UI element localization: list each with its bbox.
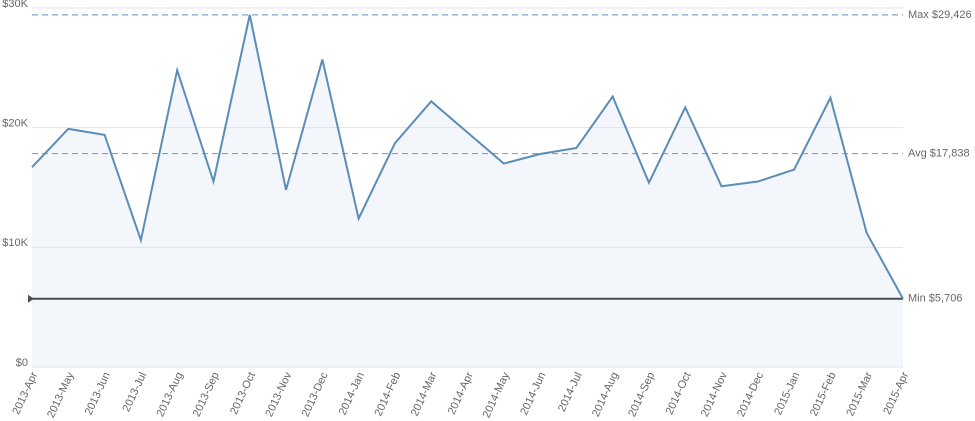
x-tick-label: 2014-Oct <box>664 370 694 416</box>
x-tick-label: 2013-Apr <box>10 370 40 416</box>
x-tick-label: 2013-Oct <box>228 370 258 416</box>
x-tick-label: 2014-Aug <box>590 370 621 418</box>
y-tick-label: $10K <box>2 237 28 249</box>
x-tick-label: 2013-Jul <box>121 370 150 413</box>
x-tick-label: 2013-Jun <box>83 370 113 417</box>
x-tick-label: 2015-Mar <box>844 370 875 418</box>
x-tick-label: 2015-Feb <box>808 370 839 418</box>
x-tick-label: 2015-Apr <box>881 370 911 416</box>
reference-label: Max $29,426 <box>908 9 972 21</box>
x-tick-label: 2013-Sep <box>191 370 222 418</box>
y-tick-label: $30K <box>2 0 28 10</box>
x-tick-label: 2013-Dec <box>300 370 331 419</box>
y-tick-label: $0 <box>16 357 28 369</box>
reference-label: Min $5,706 <box>908 293 962 305</box>
x-tick-label: 2014-Dec <box>735 370 766 419</box>
x-tick-label: 2014-Mar <box>409 370 440 418</box>
x-tick-label: 2014-Feb <box>372 370 403 418</box>
x-tick-label: 2014-May <box>481 370 513 420</box>
line <box>31 14 904 300</box>
x-tick-label: 2013-Nov <box>263 370 294 419</box>
x-tick-label: 2013-May <box>45 370 77 420</box>
x-tick-label: 2015-Jan <box>772 370 802 417</box>
x-tick-label: 2014-Nov <box>699 370 730 419</box>
x-tick-label: 2014-Apr <box>446 370 476 416</box>
reference-marker <box>28 294 34 303</box>
x-tick-label: 2014-Sep <box>626 370 657 418</box>
x-tick-label: 2013-Aug <box>154 370 185 418</box>
x-tick-label: 2014-Jul <box>556 370 585 413</box>
x-tick-label: 2014-Jun <box>518 370 548 417</box>
x-tick-label: 2014-Jan <box>337 370 367 417</box>
y-tick-label: $20K <box>2 118 28 130</box>
area <box>32 14 903 368</box>
reference-label: Avg $17,838 <box>908 147 970 159</box>
